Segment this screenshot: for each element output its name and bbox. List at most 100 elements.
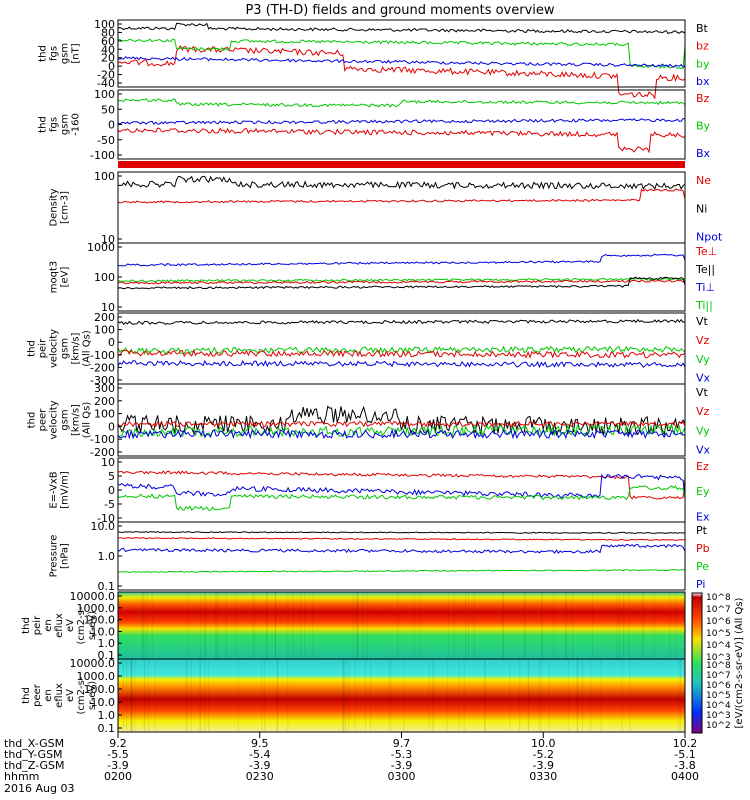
legend-fgs-1: bz [696, 40, 709, 53]
legend-fgs2-0: Bz [696, 92, 710, 105]
ylabel-fgs2: gsm [60, 114, 71, 135]
ytick-espec: 100.0 [84, 683, 116, 696]
ylabel-pvel: velocity [49, 329, 60, 368]
ylabel-pvel: peir [38, 338, 49, 358]
legend-pressure-0: Pt [696, 524, 708, 537]
series-fgs-blue [117, 56, 686, 68]
chart-title: P3 (TH-D) fields and ground moments over… [245, 3, 554, 18]
ytick-fgs2: 100 [94, 88, 115, 101]
legend-efield-0: Ez [696, 460, 709, 473]
ylabel-evel: peer [38, 408, 49, 432]
ytick-evel: -100 [90, 433, 115, 446]
date-label: 2016 Aug 03 [4, 782, 74, 795]
ylabel-fgs: fgs [49, 46, 60, 61]
ylabel-espec: peer [32, 683, 43, 707]
xaxis-value: 9.2 [109, 737, 127, 750]
ytick-fgs2: 50 [101, 103, 115, 116]
legend-temp-1: Te|| [695, 263, 715, 276]
ytick-ispec: 0.1 [98, 649, 116, 662]
colorbar-tick: 10^5 [706, 629, 731, 639]
ytick-fgs: 20 [101, 52, 115, 65]
xaxis-value: -5.5 [107, 748, 128, 761]
legend-temp-3: Ti|| [695, 299, 713, 312]
spectrogram-ispec [118, 592, 685, 659]
colorbar-tick: 10^4 [706, 701, 731, 711]
ylabel-evel: velocity [49, 400, 60, 439]
ylabel-ispec: thd [21, 617, 32, 634]
ytick-evel: 0 [108, 420, 115, 433]
ytick-fgs: 60 [101, 35, 115, 48]
ylabel-evel: thd [27, 412, 38, 429]
legend-fgs-3: bx [696, 75, 710, 88]
ytick-ispec: 10.0 [91, 625, 116, 638]
ylabel-evel: [km/s] [71, 404, 82, 436]
colorbar-tick: 10^8 [706, 593, 731, 603]
xaxis-row-label: thd_Z-GSM [4, 759, 64, 772]
ylabel-ispec: peir [32, 615, 43, 635]
panel-temp: 1000 100 10 moqt3 [eV] Te⊥ Te|| Ti⊥ Ti|| [49, 241, 718, 314]
spectrogram-espec [118, 659, 685, 732]
ylabel-fgs: [nT] [71, 43, 82, 63]
xaxis-value: 10.2 [673, 737, 698, 750]
xaxis-value: -5.2 [533, 748, 554, 761]
series-pressure-black [117, 531, 686, 534]
ylabel-pressure: [nPa] [60, 543, 71, 569]
ytick-fgs2: 0 [108, 119, 115, 132]
xaxis-value: -3.9 [391, 759, 412, 772]
colorbar-tick: 10^7 [706, 605, 731, 615]
xaxis-value: -5.3 [391, 748, 412, 761]
xaxis-value: -3.9 [107, 759, 128, 772]
panel-density: 100 10 Density [cm-3] Ne Ni Npot [49, 170, 723, 246]
ytick-ispec: 100.0 [84, 614, 116, 627]
legend-pvel-2: Vy [696, 353, 710, 366]
colorbar-tick: 10^5 [706, 691, 731, 701]
ytick-fgs2: -100 [90, 149, 115, 162]
xaxis-value: 10.0 [531, 737, 556, 750]
ylabel-espec: eV [65, 689, 76, 702]
colorbar-tick: 10^7 [706, 671, 731, 681]
ytick-evel: -200 [90, 446, 115, 459]
panel-fgs2: 100 50 0 -50 -100 thd fgs gsm -160 Bz By Bx [38, 88, 711, 162]
ylabel-espec: en [43, 689, 54, 702]
xaxis-value: 0300 [388, 770, 416, 783]
ylabel-efield: E=-VxB [49, 471, 60, 508]
ytick-espec: 1.0 [98, 709, 116, 722]
ytick-pvel: 0 [108, 336, 115, 349]
ylabel-fgs: thd [38, 45, 49, 62]
colorbar-tick: 10^3 [706, 711, 731, 721]
series-fgs-red [117, 45, 686, 100]
colorbar-tick: 10^6 [706, 681, 731, 691]
colorbar-tick: 10^6 [706, 617, 731, 627]
frame-fgs [117, 19, 686, 88]
ytick-density: 10 [101, 233, 115, 246]
series-temp-black [117, 276, 686, 290]
ytick-pressure: 1.0 [98, 550, 116, 563]
xaxis-value: -3.8 [674, 759, 695, 772]
ytick-efield: -10 [97, 512, 115, 525]
colorbar-scale [691, 592, 703, 734]
xaxis-row-label: thd_Y-GSM [4, 748, 63, 761]
ylabel-fgs: gsm [60, 43, 71, 64]
ytick-fgs: 80 [101, 26, 115, 39]
legend-evel-3: Vx [696, 444, 711, 457]
ytick-ispec: 1.0 [98, 637, 116, 650]
xaxis-value: -5.4 [249, 748, 270, 761]
ytick-fgs2: -50 [97, 134, 115, 147]
legend-fgs-0: Bt [696, 22, 709, 35]
legend-temp-2: Ti⊥ [695, 281, 715, 294]
ytick-pressure: 0.1 [98, 580, 116, 593]
series-fgs-green [117, 38, 686, 69]
series-pvel-green [117, 345, 686, 356]
ylabel-fgs2: -160 [71, 113, 82, 136]
ytick-pvel: -200 [90, 361, 115, 374]
series-fgs2-red [117, 127, 686, 154]
frame-evel [117, 383, 686, 457]
ylabel-ispec: sr-eV) [87, 611, 98, 640]
ytick-evel: 100 [94, 408, 115, 421]
ytick-efield: 10 [101, 456, 115, 469]
legend-fgs2-2: Bx [696, 147, 711, 160]
